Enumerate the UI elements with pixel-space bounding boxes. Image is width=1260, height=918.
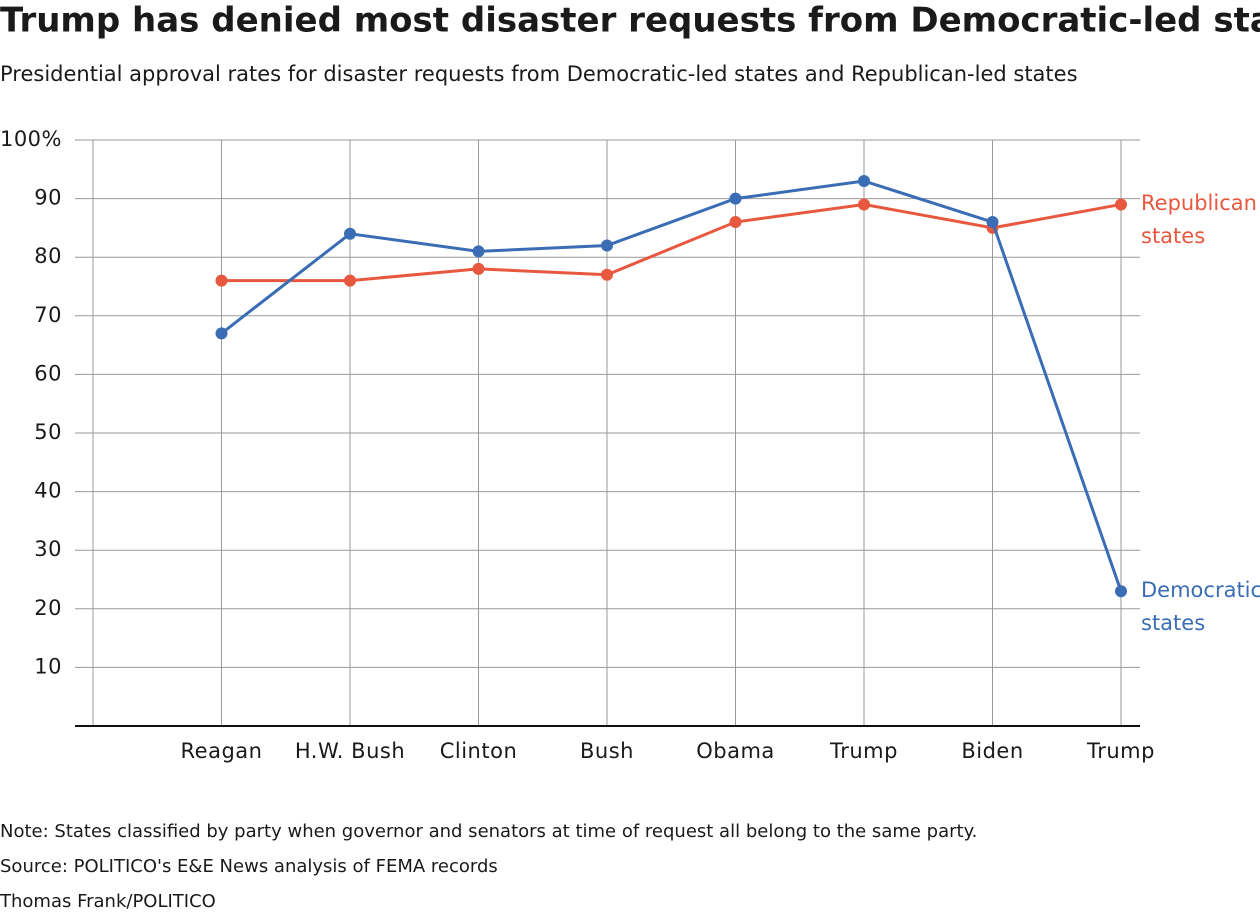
series-label: Republican states bbox=[1141, 191, 1257, 249]
y-tick-label: 50 bbox=[34, 420, 62, 444]
y-tick-label: 10 bbox=[34, 654, 62, 678]
point bbox=[344, 274, 356, 287]
source: Source: POLITICO's E&E News analysis of … bbox=[0, 856, 498, 877]
point bbox=[729, 192, 742, 205]
point bbox=[344, 227, 356, 240]
point bbox=[858, 175, 870, 188]
point bbox=[472, 262, 485, 275]
x-tick-label: Obama bbox=[696, 739, 775, 763]
series-line bbox=[220, 179, 1123, 592]
x-tick-label: Clinton bbox=[440, 739, 518, 763]
x-tick-label: H.W. Bush bbox=[295, 739, 405, 763]
note: Note: States classified by party when go… bbox=[0, 821, 977, 842]
y-tick-label: 20 bbox=[34, 596, 62, 620]
chart-subtitle: Presidential approval rates for disaster… bbox=[0, 62, 1078, 86]
y-tick-label: 100% bbox=[0, 127, 62, 151]
y-tick-label: 40 bbox=[34, 479, 62, 503]
point bbox=[215, 274, 228, 287]
x-tick-label: Trump bbox=[1086, 739, 1155, 763]
x-tick-label: Trump bbox=[829, 739, 898, 763]
point bbox=[729, 216, 742, 229]
series-label: Democratic states bbox=[1141, 578, 1260, 636]
point bbox=[986, 216, 999, 229]
point bbox=[601, 268, 613, 281]
y-tick-label: 70 bbox=[34, 303, 62, 327]
x-tick-label: Reagan bbox=[181, 739, 263, 763]
y-tick-label: 90 bbox=[34, 186, 62, 210]
point bbox=[1115, 585, 1127, 598]
x-tick-label: Biden bbox=[961, 739, 1023, 763]
y-tick-label: 60 bbox=[34, 361, 62, 385]
point bbox=[215, 327, 228, 340]
point bbox=[1115, 198, 1127, 211]
credit: Thomas Frank/POLITICO bbox=[0, 891, 216, 912]
point bbox=[858, 198, 870, 211]
x-tick-label: Bush bbox=[580, 739, 634, 763]
point bbox=[472, 245, 485, 258]
series-line bbox=[221, 202, 1122, 283]
chart-title: Trump has denied most disaster requests … bbox=[0, 1, 1260, 41]
y-tick-label: 80 bbox=[34, 244, 62, 268]
y-tick-label: 30 bbox=[34, 537, 62, 561]
point bbox=[601, 239, 613, 252]
